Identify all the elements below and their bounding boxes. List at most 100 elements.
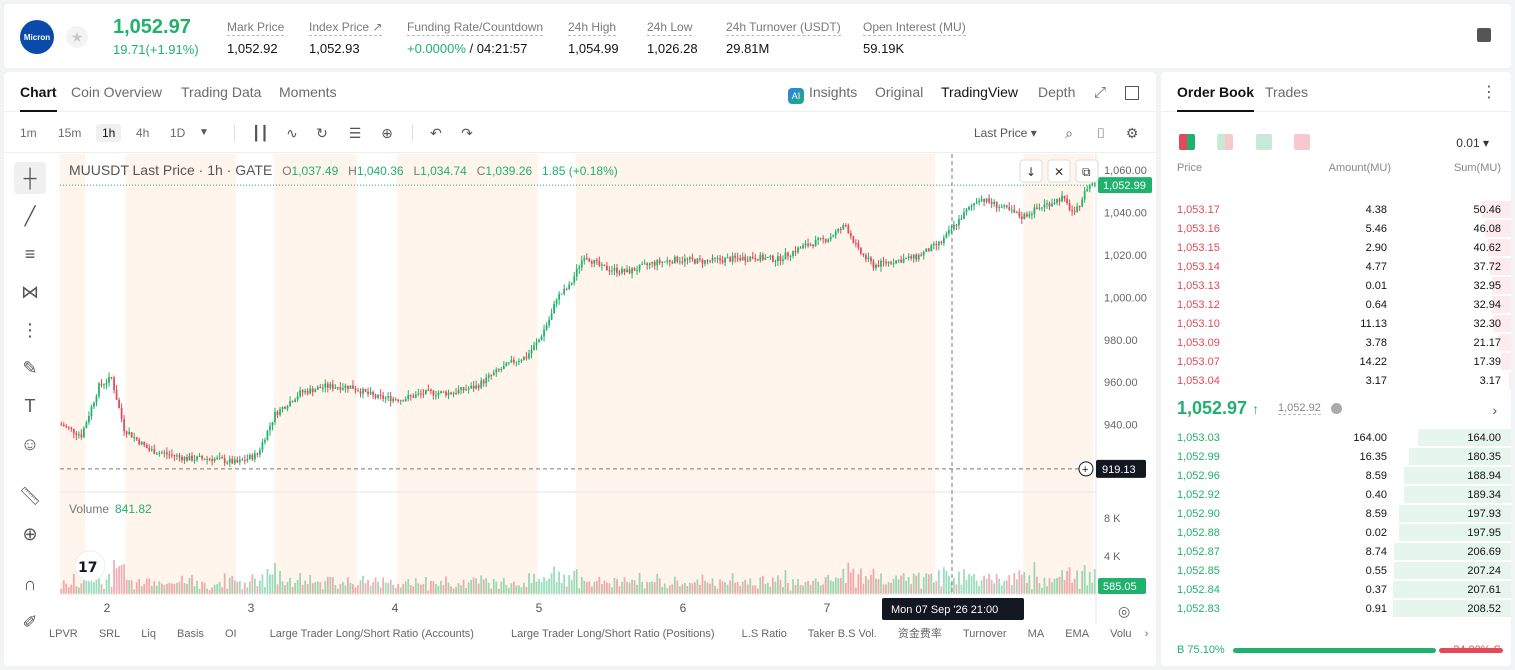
- volume-bar: [917, 572, 920, 594]
- chevron-right-icon[interactable]: ›: [1492, 402, 1497, 418]
- bid-row[interactable]: 1,052.85 0.55 207.24: [1161, 561, 1511, 580]
- indicator-lpvr[interactable]: LPVR: [49, 628, 78, 640]
- ask-row[interactable]: 1,053.09 3.78 21.17: [1161, 333, 1511, 352]
- precision-select[interactable]: 0.01 ▾: [1456, 136, 1489, 150]
- magnet-icon[interactable]: ∩: [23, 574, 37, 594]
- indicator-liq[interactable]: Liq: [141, 628, 156, 640]
- view-bids-icon[interactable]: [1255, 134, 1272, 150]
- expand-icon[interactable]: ⤢: [1094, 84, 1107, 101]
- bid-row[interactable]: 1,052.92 0.40 189.34: [1161, 485, 1511, 504]
- tab-coin-overview[interactable]: Coin Overview: [71, 84, 163, 100]
- view-original[interactable]: Original: [875, 84, 924, 100]
- search-icon[interactable]: ⌕: [1065, 125, 1073, 141]
- indicator-volume[interactable]: Volu: [1110, 628, 1132, 640]
- indicator-turnover[interactable]: Turnover: [962, 628, 1007, 640]
- close-icon[interactable]: ✕: [1054, 165, 1064, 179]
- camera-icon[interactable]: ⌷: [1096, 125, 1106, 141]
- fib-icon[interactable]: ⋮: [21, 320, 39, 340]
- indicator-lt-positions[interactable]: Large Trader Long/Short Ratio (Positions…: [510, 628, 715, 640]
- indicator-ma[interactable]: MA: [1027, 628, 1045, 640]
- scroll-down-icon[interactable]: ↓: [1026, 165, 1036, 179]
- ask-row[interactable]: 1,053.04 3.17 3.17: [1161, 371, 1511, 390]
- tab-chart[interactable]: Chart: [20, 84, 57, 112]
- indicator-lt-accounts[interactable]: Large Trader Long/Short Ratio (Accounts): [269, 628, 474, 640]
- timeframe-1h[interactable]: 1h: [96, 124, 122, 142]
- indicator-funding-rate[interactable]: 资金费率: [897, 628, 942, 640]
- indicators-icon[interactable]: ∿: [286, 125, 298, 141]
- bid-row[interactable]: 1,052.87 8.74 206.69: [1161, 542, 1511, 561]
- ask-row[interactable]: 1,053.15 2.90 40.62: [1161, 238, 1511, 257]
- bid-row[interactable]: 1,052.96 8.59 188.94: [1161, 466, 1511, 485]
- candle-type-icon[interactable]: ┃┃: [252, 125, 269, 141]
- text-icon[interactable]: T: [24, 396, 36, 416]
- gear-icon[interactable]: ⚙: [1125, 125, 1139, 141]
- view-both-icon[interactable]: [1179, 134, 1195, 150]
- bid-row[interactable]: 1,052.99 16.35 180.35: [1161, 447, 1511, 466]
- horizontal-lines-icon[interactable]: ≡: [24, 244, 36, 264]
- indicator-oi[interactable]: OI: [225, 628, 237, 640]
- tab-trading-data[interactable]: Trading Data: [181, 84, 262, 100]
- tab-trades[interactable]: Trades: [1265, 84, 1309, 100]
- trend-line-icon[interactable]: ╱: [24, 206, 36, 226]
- more-icon[interactable]: ⋮: [1481, 84, 1497, 101]
- ask-row[interactable]: 1,053.17 4.38 50.46: [1161, 200, 1511, 219]
- timeframe-4h[interactable]: 4h: [136, 126, 150, 140]
- timeframe-1d[interactable]: 1D: [170, 126, 186, 140]
- zoom-in-icon[interactable]: ⊕: [22, 524, 38, 544]
- ask-row[interactable]: 1,053.07 14.22 17.39: [1161, 352, 1511, 371]
- indicator-taker-vol[interactable]: Taker B.S Vol.: [807, 628, 877, 640]
- indicator-ls-ratio[interactable]: L.S Ratio: [741, 628, 787, 640]
- view-split-icon[interactable]: [1217, 134, 1234, 150]
- brush-icon[interactable]: ✎: [22, 358, 38, 378]
- tab-moments[interactable]: Moments: [279, 84, 337, 100]
- redo-icon[interactable]: ↷: [461, 125, 473, 141]
- price-source-select[interactable]: Last Price ▾: [974, 126, 1037, 140]
- add-alert-icon[interactable]: [1078, 461, 1094, 477]
- chevron-down-icon[interactable]: ▼: [199, 127, 209, 138]
- view-tradingview[interactable]: TradingView: [941, 84, 1019, 100]
- template-icon[interactable]: ☰: [348, 125, 362, 141]
- close-icon-box[interactable]: [1047, 159, 1071, 183]
- chart-canvas[interactable]: 1,060.00 1,040.00 1,020.00 1,000.00 980.00 96…: [60, 154, 1156, 666]
- add-alert-icon[interactable]: ⊕: [381, 125, 393, 141]
- stat-index-price[interactable]: Index Price ↗ 1,052.93: [309, 20, 383, 56]
- window-icon[interactable]: [1125, 86, 1139, 100]
- emoji-icon[interactable]: ☺: [20, 434, 40, 454]
- view-insights[interactable]: AI Insights: [788, 84, 857, 104]
- row-price: 1,053.16: [1177, 223, 1220, 235]
- ask-row[interactable]: 1,053.14 4.77 37.72: [1161, 257, 1511, 276]
- settings-icon[interactable]: ◎: [1118, 604, 1130, 620]
- tradingview-logo-icon[interactable]: 17: [78, 560, 97, 576]
- bid-row[interactable]: 1,052.84 0.37 207.61: [1161, 580, 1511, 599]
- undo-icon[interactable]: ↶: [430, 125, 442, 141]
- scroll-down-icon-box[interactable]: [1019, 159, 1043, 183]
- ask-row[interactable]: 1,053.10 11.13 32.30: [1161, 314, 1511, 333]
- view-asks-icon[interactable]: [1294, 134, 1311, 150]
- bid-row[interactable]: 1,052.90 8.59 197.93: [1161, 504, 1511, 523]
- price-chart[interactable]: 1,060.00 1,040.00 1,020.00 1,000.00 980.00 96…: [60, 154, 1156, 666]
- crosshair-icon[interactable]: ┼: [14, 162, 46, 194]
- ask-row[interactable]: 1,053.16 5.46 46.08: [1161, 219, 1511, 238]
- volume-bar: [601, 584, 603, 594]
- indicator-basis[interactable]: Basis: [177, 628, 204, 640]
- compare-icon[interactable]: ⧉: [1082, 165, 1091, 179]
- ask-row[interactable]: 1,053.12 0.64 32.94: [1161, 295, 1511, 314]
- ruler-icon[interactable]: 📏︎: [18, 486, 42, 506]
- book-icon[interactable]: [1477, 28, 1491, 42]
- indicator-ema[interactable]: EMA: [1065, 628, 1090, 640]
- bid-row[interactable]: 1,053.03 164.00 164.00: [1161, 428, 1511, 447]
- pattern-icon[interactable]: ⋈: [21, 282, 39, 302]
- favorite-star-icon[interactable]: ★: [66, 26, 88, 48]
- bid-row[interactable]: 1,052.83 0.91 208.52: [1161, 599, 1511, 618]
- tab-order-book[interactable]: Order Book: [1177, 84, 1255, 112]
- view-depth[interactable]: Depth: [1038, 84, 1076, 100]
- indicator-srl[interactable]: SRL: [98, 628, 121, 640]
- chevron-right-icon[interactable]: ›: [1144, 628, 1149, 640]
- ask-row[interactable]: 1,053.13 0.01 32.95: [1161, 276, 1511, 295]
- compare-icon-box[interactable]: [1075, 159, 1099, 183]
- timeframe-1m[interactable]: 1m: [20, 126, 37, 140]
- timeframe-15m[interactable]: 15m: [58, 126, 82, 140]
- pencil-lock-icon[interactable]: ✐: [22, 612, 38, 632]
- refresh-icon[interactable]: ↻: [316, 125, 328, 141]
- bid-row[interactable]: 1,052.88 0.02 197.95: [1161, 523, 1511, 542]
